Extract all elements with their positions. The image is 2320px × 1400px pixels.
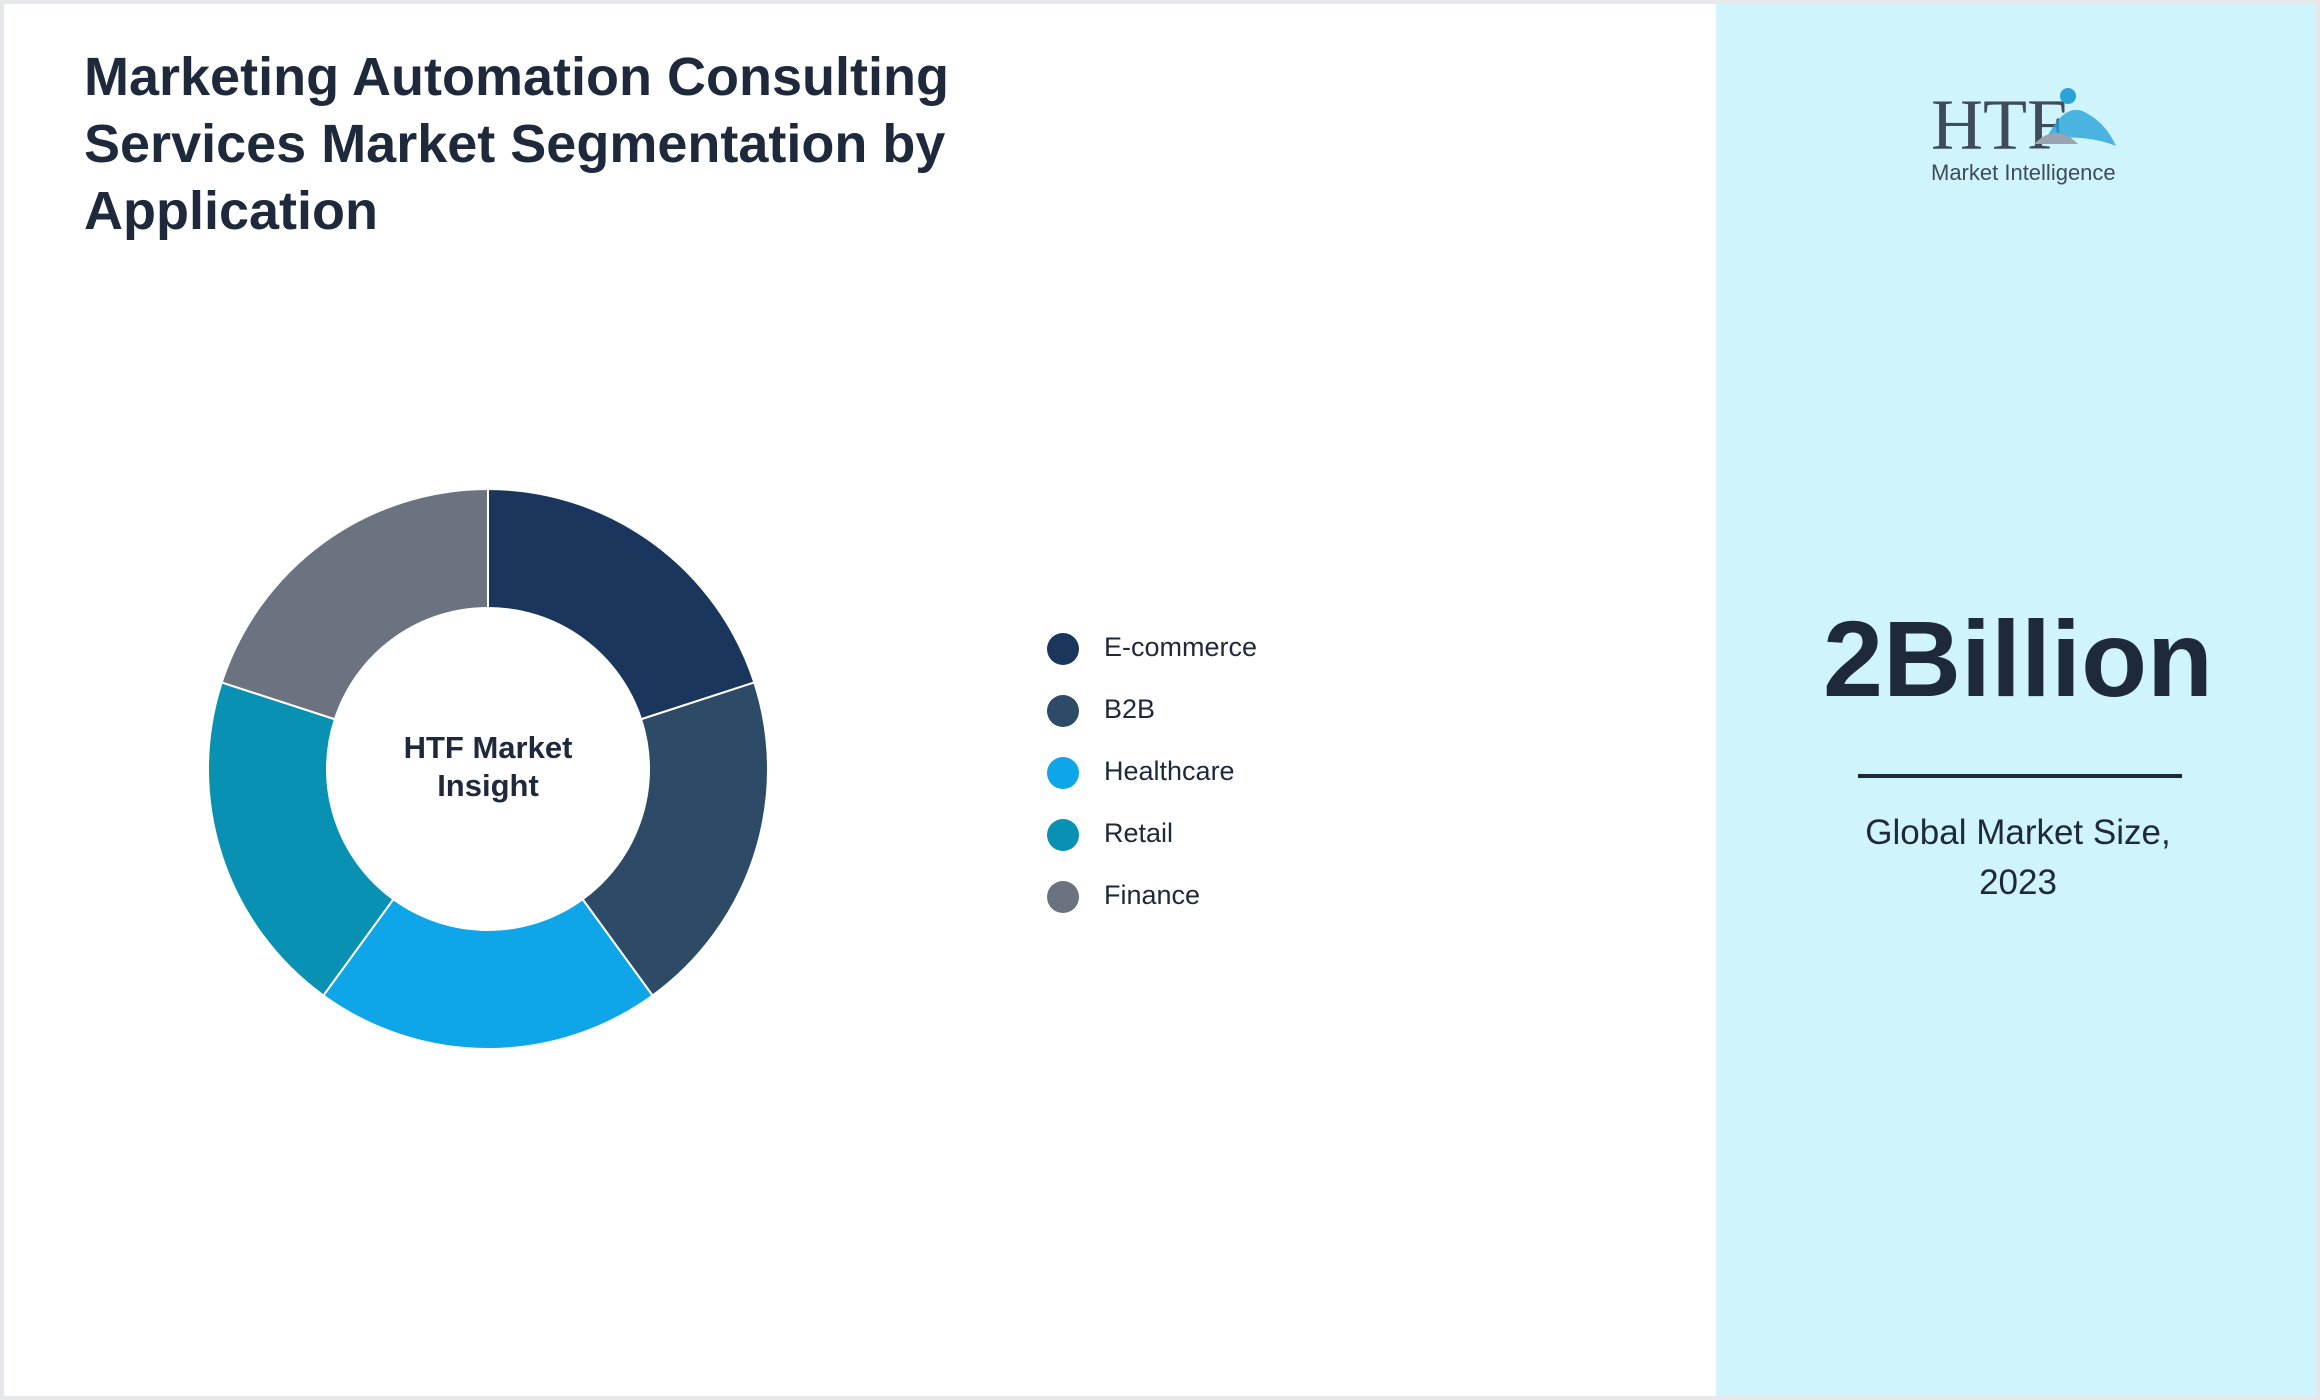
donut-segment <box>207 681 395 997</box>
legend-swatch <box>1047 695 1079 727</box>
legend-label: Healthcare <box>1104 756 1235 786</box>
donut-segment <box>487 487 756 721</box>
logo-icon <box>2034 133 2078 144</box>
center-label: HTF Market Insight <box>404 730 573 803</box>
legend-swatch <box>1047 757 1079 789</box>
divider <box>1858 774 2182 778</box>
chart: HTF Market Insight E-commerce B2B Healthcare… <box>207 487 1257 1051</box>
donut-segment <box>322 897 654 1051</box>
highlight-caption: Global Market Size, 2023 <box>1865 813 2171 902</box>
logo-mark: HTF <box>1931 85 2067 165</box>
legend-label: Retail <box>1104 818 1173 848</box>
chart-title: Marketing Automation Consulting Services… <box>84 47 949 241</box>
logo-tagline: Market Intelligence <box>1931 160 2116 185</box>
legend-label: Finance <box>1104 880 1200 910</box>
legend-swatch <box>1047 819 1079 851</box>
highlight-value: 2Billion <box>1822 598 2214 719</box>
donut-segment <box>581 681 769 997</box>
logo-icon <box>2060 88 2076 104</box>
legend-swatch <box>1047 881 1079 913</box>
legend-swatch <box>1047 633 1079 665</box>
legend-label: B2B <box>1104 694 1155 724</box>
donut-segment <box>220 487 489 721</box>
logo: HTF Market Intelligence <box>1931 85 2116 185</box>
legend-label: E-commerce <box>1104 632 1257 662</box>
sidebar: HTF Market Intelligence 2Billion Global … <box>1716 4 2316 1396</box>
